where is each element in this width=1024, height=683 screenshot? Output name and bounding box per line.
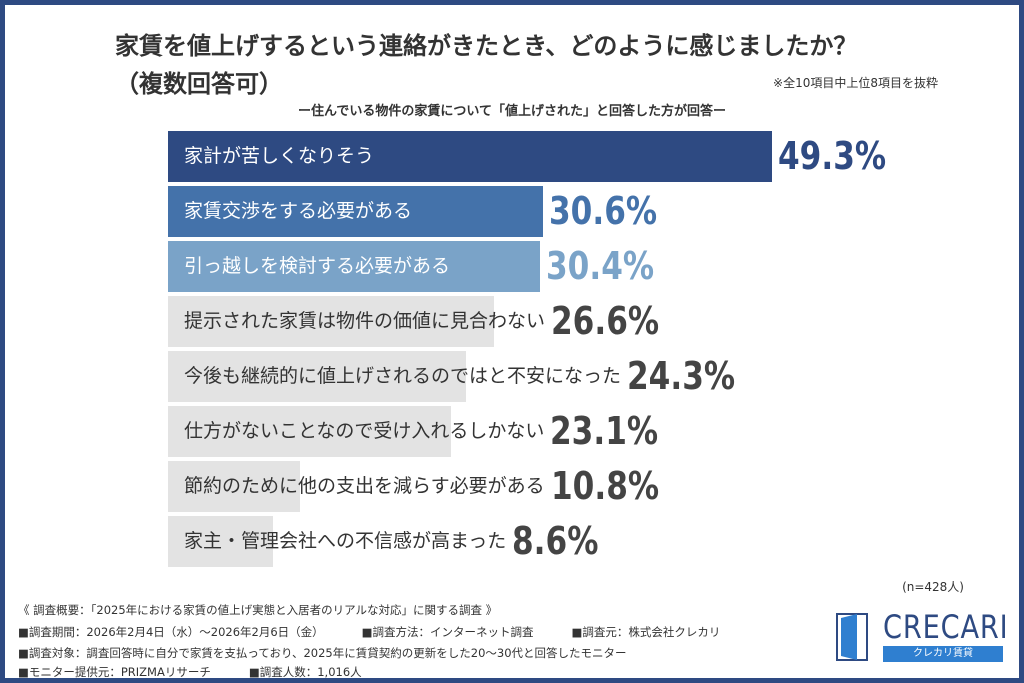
crecari-logo: CRECARI クレカリ賃貸 bbox=[835, 608, 1008, 666]
chart-title-note: （複数回答可） bbox=[115, 70, 283, 98]
survey-count: ■調査人数：1,016人 bbox=[248, 665, 362, 679]
survey-method: ■調査方法：インターネット調査 bbox=[361, 625, 534, 639]
value-label: 8.6% bbox=[512, 519, 599, 563]
bar-label: 家主・管理会社への不信感が高まった bbox=[184, 530, 507, 552]
bar-label: 今後も継続的に値上げされるのではと不安になった bbox=[184, 365, 622, 387]
survey-target: ■調査対象：調査回答時に自分で家賃を支払っており、2025年に賃貸契約の更新をし… bbox=[18, 646, 627, 660]
bar-label: 提示された家賃は物件の価値に見合わない bbox=[184, 310, 546, 332]
chart-subtitle: ー住んでいる物件の家賃について「値上げされた」と回答した方が回答ー bbox=[298, 104, 726, 119]
monitor-provider: ■モニター提供元：PRIZMAリサーチ bbox=[18, 665, 211, 679]
bar-label: 引っ越しを検討する必要がある bbox=[184, 255, 451, 277]
bar bbox=[168, 516, 274, 567]
logo-subtitle: クレカリ賃貸 bbox=[883, 646, 1003, 662]
survey-source: ■調査元：株式会社クレカリ bbox=[571, 625, 721, 639]
bar-label: 節約のために他の支出を減らす必要がある bbox=[184, 475, 545, 497]
bar-label: 仕方がないことなので受け入れるしかない bbox=[184, 420, 545, 442]
value-label: 30.4% bbox=[546, 244, 655, 288]
survey-info-line-2: ■モニター提供元：PRIZMAリサーチ ■調査人数：1,016人 bbox=[18, 664, 400, 680]
survey-period: ■調査期間：2026年2月4日（水）～2026年2月6日（金） bbox=[18, 625, 324, 639]
bar-label: 家計が苦しくなりそう bbox=[184, 145, 375, 167]
value-label: 30.6% bbox=[548, 189, 658, 233]
survey-overview: 《 調査概要：「2025年における家賃の値上げ実態と入居者のリアルな対応」に関す… bbox=[18, 603, 498, 617]
logo-name: CRECARI bbox=[883, 608, 1009, 646]
bar-label: 家賃交渉をする必要がある bbox=[184, 200, 413, 222]
bar bbox=[168, 461, 301, 512]
survey-info-line: ■調査期間：2026年2月4日（水）～2026年2月6日（金） ■調査方法：インタ… bbox=[18, 624, 758, 640]
value-label: 10.8% bbox=[551, 464, 660, 508]
bar bbox=[168, 406, 451, 457]
bar bbox=[168, 131, 772, 182]
value-label: 49.3% bbox=[778, 134, 887, 178]
value-label: 23.1% bbox=[550, 409, 659, 453]
extract-note: ※全10項目中上位8項目を抜粋 bbox=[773, 76, 938, 90]
sample-size: (n=428人) bbox=[902, 580, 964, 594]
bar bbox=[168, 296, 494, 347]
value-label: 26.6% bbox=[551, 299, 660, 343]
bar bbox=[168, 186, 543, 237]
bar bbox=[168, 351, 466, 402]
value-label: 24.3% bbox=[627, 354, 736, 398]
bar bbox=[168, 241, 541, 292]
chart-title: 家賃を値上げするという連絡がきたとき、どのように感じましたか？ bbox=[115, 32, 858, 60]
door-icon bbox=[836, 613, 868, 661]
